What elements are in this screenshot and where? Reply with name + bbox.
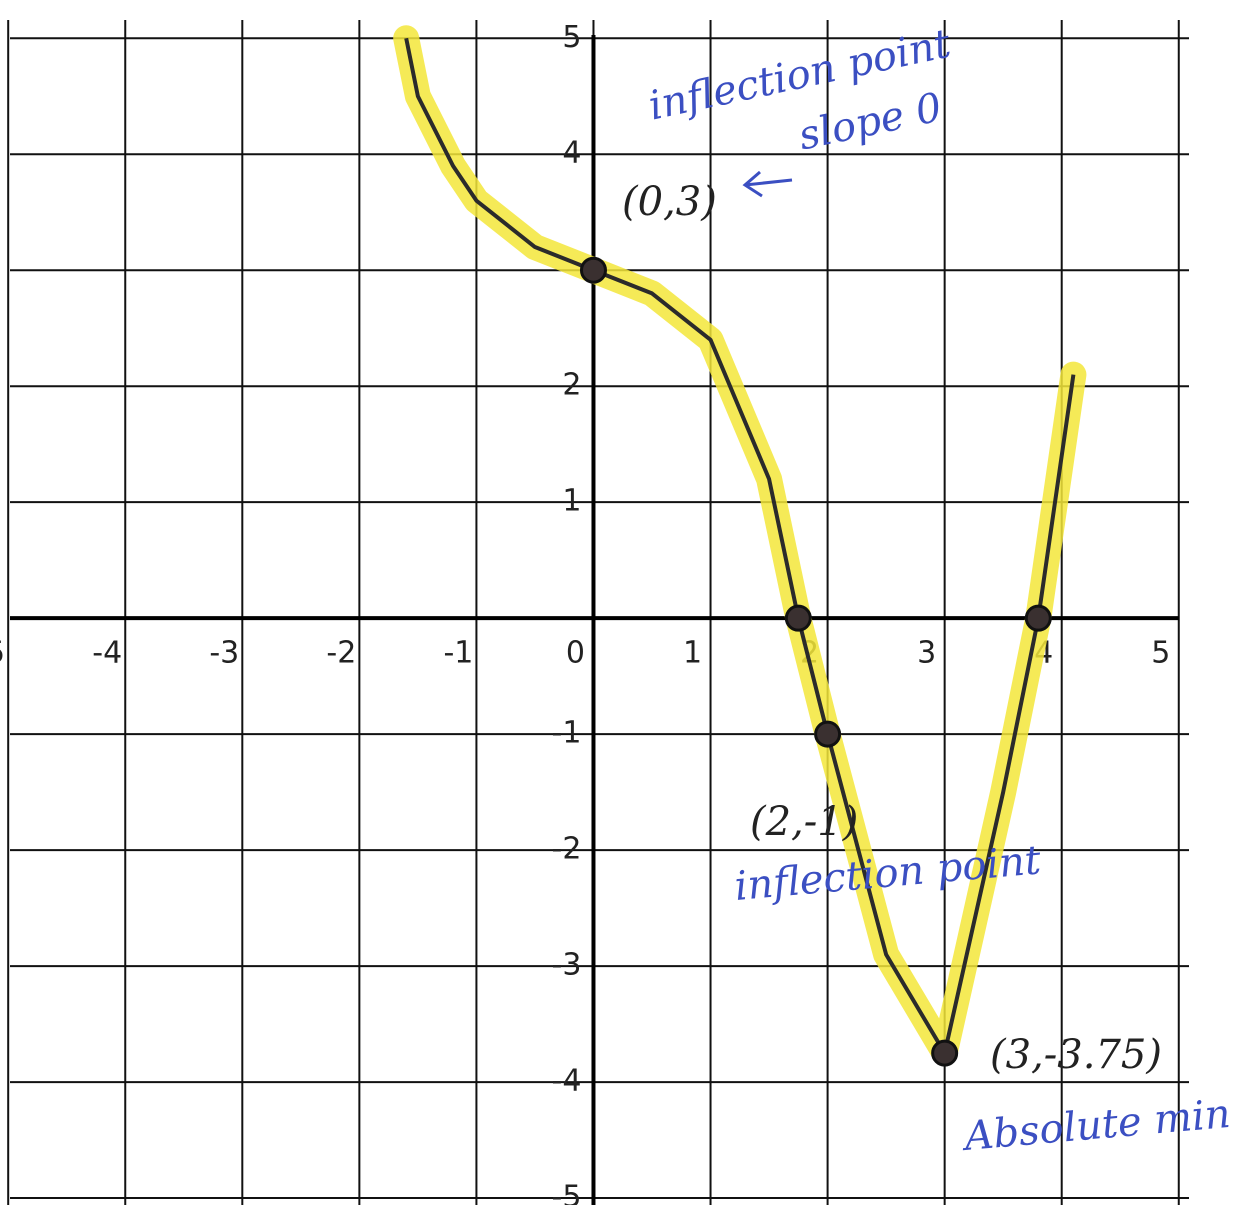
x-tick-label: -3 [209, 636, 239, 671]
x-tick-label: -1 [443, 636, 473, 671]
y-tick-label: -4 [552, 1064, 582, 1099]
annotation: (3,-3.75) [990, 1032, 1162, 1078]
x-tick-label: -4 [92, 636, 122, 671]
chart: -5-4-3-2-1012345-5-4-3-2-11245inflection… [0, 0, 1249, 1205]
annotation: slope 0 [795, 84, 946, 159]
point [581, 258, 605, 282]
x-tick-label: 3 [917, 636, 936, 671]
point [816, 722, 840, 746]
annotation: (2,-1) [750, 799, 858, 845]
point [786, 606, 810, 630]
x-tick-label: -2 [326, 636, 356, 671]
point [933, 1041, 957, 1065]
y-tick-label: -2 [552, 832, 582, 867]
annotation: inflection point [733, 837, 1044, 910]
x-tick-label: 1 [683, 636, 702, 671]
y-tick-label: 4 [562, 136, 581, 171]
annotation-arrow [745, 172, 792, 196]
y-tick-label: 2 [562, 368, 581, 403]
y-tick-label: -5 [552, 1180, 582, 1205]
x-tick-label: 5 [1151, 636, 1170, 671]
y-tick-label: -1 [552, 716, 582, 751]
y-tick-label: 5 [562, 20, 581, 55]
x-tick-label: 0 [566, 636, 585, 671]
x-tick-label: -5 [0, 636, 5, 671]
annotation: Absolute min [959, 1091, 1233, 1160]
y-tick-label: -3 [552, 948, 582, 983]
annotation: (0,3) [622, 179, 717, 225]
y-tick-label: 1 [562, 484, 581, 519]
point [1026, 606, 1050, 630]
